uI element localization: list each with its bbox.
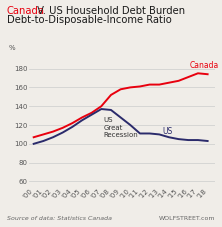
Text: WOLFSTREET.com: WOLFSTREET.com [159, 216, 215, 221]
Text: Canada: Canada [189, 61, 218, 70]
Text: Debt-to-Disposable-Income Ratio: Debt-to-Disposable-Income Ratio [7, 15, 171, 25]
Text: Canada: Canada [7, 6, 45, 16]
Text: Source of data: Statistics Canada: Source of data: Statistics Canada [7, 216, 112, 221]
Text: %: % [8, 44, 15, 51]
Text: V. US Household Debt Burden: V. US Household Debt Burden [34, 6, 186, 16]
Text: US
Great
Recession: US Great Recession [103, 118, 138, 138]
Text: US: US [162, 127, 172, 136]
